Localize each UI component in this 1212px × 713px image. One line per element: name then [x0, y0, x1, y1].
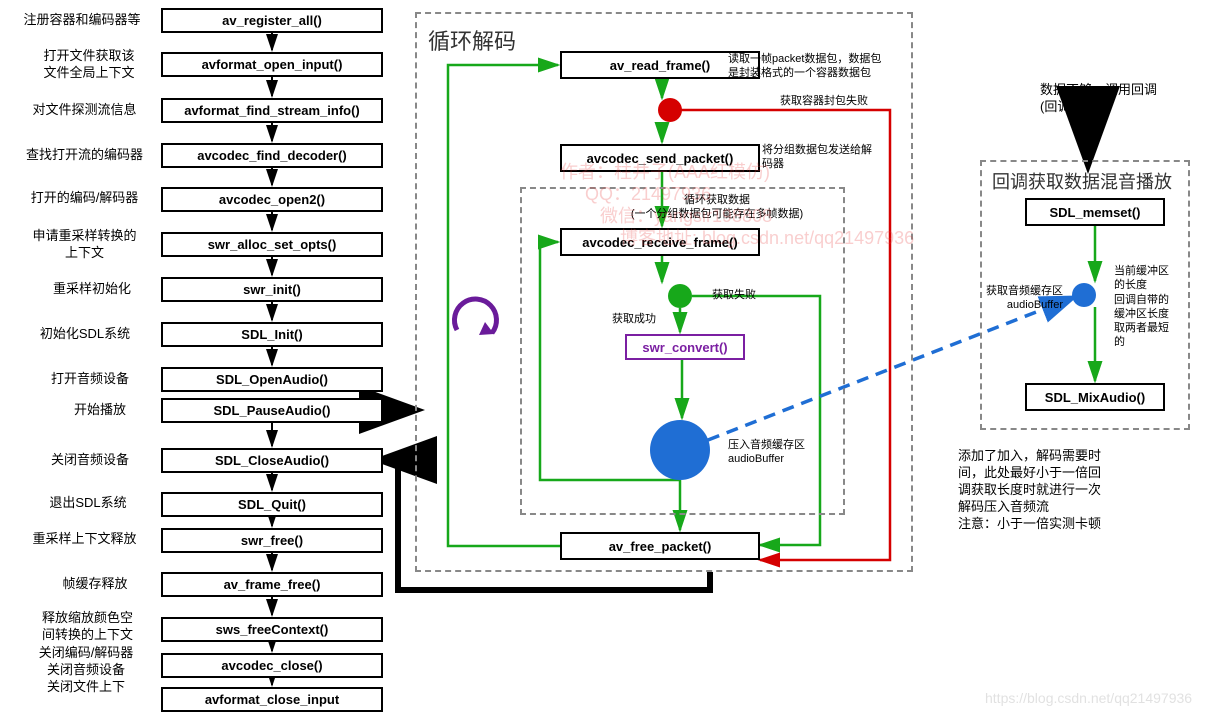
desc-7: 初始化SDL系统 [20, 326, 150, 343]
box-avcodec-close: avcodec_close() [161, 653, 383, 678]
right-panel-title: 回调获取数据混音播放 [992, 168, 1172, 194]
desc-fail-pack: 获取容器封包失败 [780, 94, 868, 108]
box-avformat-open-input: avformat_open_input() [161, 52, 383, 77]
box-av-free-packet: av_free_packet() [560, 532, 760, 560]
desc-send-packet: 将分组数据包发送给解 码器 [762, 143, 902, 172]
box-sdl-quit: SDL_Quit() [161, 492, 383, 517]
box-avcodec-send-packet: avcodec_send_packet() [560, 144, 760, 172]
desc-15: 关闭编码/解码器 关闭音频设备 关闭文件上下 [16, 645, 156, 696]
desc-2: 对文件探测流信息 [12, 102, 157, 119]
desc-callback-top: 数据不够，调用回调 (回调线程) [1040, 82, 1157, 116]
big-blue-label: 压入音频缓存区 audioBuffer [728, 438, 805, 467]
box-av-frame-free: av_frame_free() [161, 572, 383, 597]
box-sdl-closeaudio: SDL_CloseAudio() [161, 448, 383, 473]
inner-note: 循环获取数据 (一个分组数据包可能存在多帧数据) [602, 193, 832, 222]
watermark-br: https://blog.csdn.net/qq21497936 [985, 690, 1192, 706]
box-sdl-openaudio: SDL_OpenAudio() [161, 367, 383, 392]
desc-6: 重采样初始化 [32, 281, 152, 298]
loop-decode-title: 循环解码 [428, 24, 516, 56]
box-sws-freecontext: sws_freeContext() [161, 617, 383, 642]
desc-0: 注册容器和编码器等 [12, 12, 152, 29]
box-avformat-find-stream-info: avformat_find_stream_info() [161, 98, 383, 123]
box-sdl-pauseaudio: SDL_PauseAudio() [161, 398, 383, 423]
box-avcodec-open2: avcodec_open2() [161, 187, 383, 212]
box-avformat-close-input: avformat_close_input [161, 687, 383, 712]
box-sdl-memset: SDL_memset() [1025, 198, 1165, 226]
desc-3: 查找打开流的编码器 [12, 147, 157, 164]
desc-read-frame: 读取一帧packet数据包，数据包 是封装格式的一个容器数据包 [728, 52, 908, 81]
desc-8: 打开音频设备 [30, 371, 150, 388]
desc-13: 帧缓存释放 [40, 576, 150, 593]
box-swr-convert: swr_convert() [625, 334, 745, 360]
desc-14: 释放缩放颜色空 间转换的上下文 [20, 610, 155, 644]
desc-1: 打开文件获取该 文件全局上下文 [24, 48, 154, 82]
desc-11: 退出SDL系统 [28, 495, 148, 512]
box-swr-init: swr_init() [161, 277, 383, 302]
right-blue-label-left: 获取音频缓存区 audioBuffer [986, 284, 1063, 313]
desc-10: 关闭音频设备 [30, 452, 150, 469]
label-fail: 获取失败 [712, 288, 756, 302]
box-swr-alloc-set-opts: swr_alloc_set_opts() [161, 232, 383, 257]
desc-12: 重采样上下文释放 [12, 531, 157, 548]
right-blue-label-right: 当前缓冲区 的长度 回调自带的 缓冲区长度 取两者最短 的 [1114, 264, 1169, 350]
box-avcodec-find-decoder: avcodec_find_decoder() [161, 143, 383, 168]
box-sdl-mixaudio: SDL_MixAudio() [1025, 383, 1165, 411]
box-av-register-all: av_register_all() [161, 8, 383, 33]
desc-9: 开始播放 [50, 402, 150, 419]
label-succ: 获取成功 [612, 312, 656, 326]
desc-4: 打开的编码/解码器 [12, 190, 157, 207]
box-avcodec-receive-frame: avcodec_receive_frame() [560, 228, 760, 256]
desc-5: 申请重采样转换的 上下文 [12, 228, 157, 262]
box-sdl-init: SDL_Init() [161, 322, 383, 347]
box-swr-free: swr_free() [161, 528, 383, 553]
loop-side-note: 添加了加入，解码需要时 间，此处最好小于一倍回 调获取长度时就进行一次 解码压入… [958, 448, 1101, 532]
